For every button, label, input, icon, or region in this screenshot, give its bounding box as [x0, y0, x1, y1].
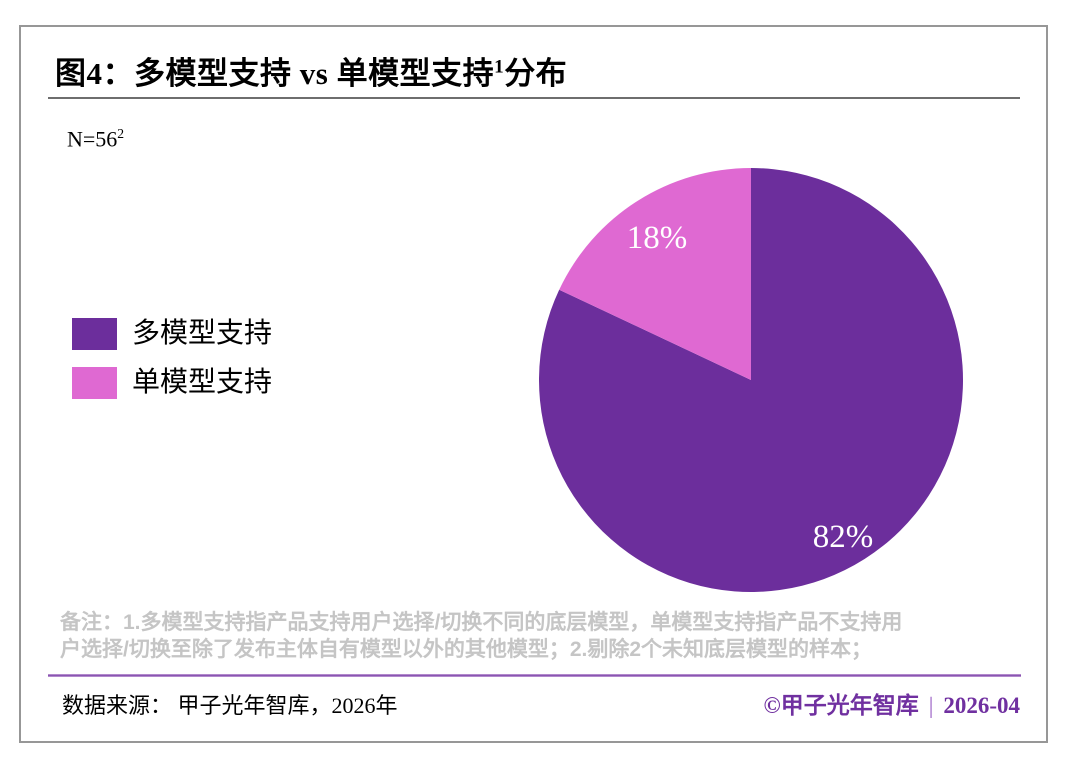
pie-data-label-multi-model: 82% — [813, 519, 874, 555]
footer-brand-divider: | — [928, 693, 934, 718]
legend-item-multi-model: 多模型支持 — [72, 318, 272, 350]
pie-slice-single-model — [559, 168, 751, 380]
title-underline — [48, 97, 1020, 99]
footer-date: 2026-04 — [943, 693, 1020, 718]
copyright-text: ©甲子光年智库 — [763, 693, 919, 718]
legend-label-multi-model: 多模型支持 — [132, 318, 273, 349]
legend-swatch-multi-model — [72, 318, 117, 350]
pie-slice-multi-model — [539, 167, 964, 592]
sample-size-label: N=562 — [67, 126, 124, 152]
legend-swatch-single-model — [72, 367, 117, 399]
footnote: 备注：1.多模型支持指产品支持用户选择/切换不同的底层模型，单模型支持指产品不支… — [60, 609, 1020, 663]
legend-item-single-model: 单模型支持 — [72, 367, 272, 399]
sample-size-footnote-marker: 2 — [117, 126, 125, 141]
figure-title-suffix: 分布 — [504, 56, 568, 91]
footnote-line: 备注：1.多模型支持指产品支持用户选择/切换不同的底层模型，单模型支持指产品不支… — [60, 611, 903, 634]
footer-divider-line — [48, 674, 1021, 677]
legend: 多模型支持 单模型支持 — [72, 318, 272, 399]
footnote-line: 户选择/切换至除了发布主体自有模型以外的其他模型；2.剔除2个未知底层模型的样本… — [60, 638, 873, 661]
sample-size-text: N=56 — [67, 126, 118, 152]
data-source-label: 数据来源： 甲子光年智库，2026年 — [62, 693, 398, 718]
figure-title-text: 图4：多模型支持 vs 单模型支持 — [55, 56, 495, 91]
figure-title: 图4：多模型支持 vs 单模型支持1分布 — [55, 48, 567, 93]
footer-brand: ©甲子光年智库 | 2026-04 — [764, 686, 1020, 720]
figure-title-footnote-marker: 1 — [494, 56, 505, 78]
legend-label-single-model: 单模型支持 — [132, 367, 273, 398]
pie-data-label-single-model: 18% — [627, 220, 688, 256]
